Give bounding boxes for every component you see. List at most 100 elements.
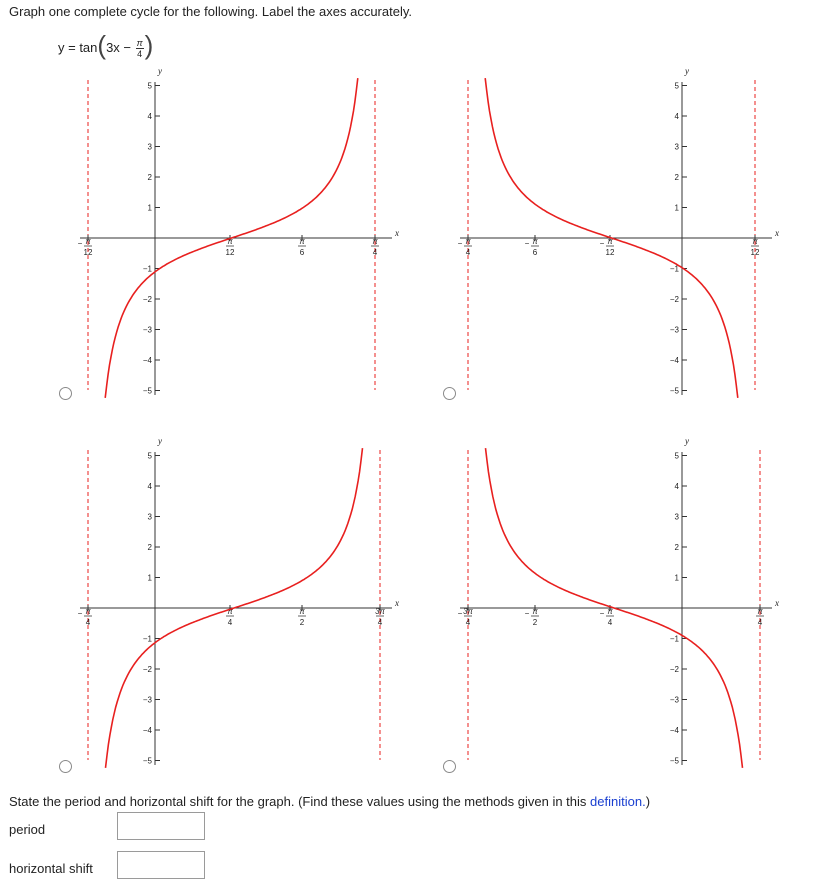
y-axis-label: y <box>157 66 162 76</box>
y-axis-label: y <box>157 436 162 446</box>
svg-text:4: 4 <box>228 618 233 627</box>
y-tick-label: −4 <box>143 356 153 365</box>
y-tick-label: −2 <box>143 295 153 304</box>
svg-text:π: π <box>85 607 91 616</box>
svg-text:−: − <box>600 609 605 618</box>
period-input[interactable] <box>117 812 205 840</box>
x-tick-label: − π 6 <box>525 237 539 257</box>
y-tick-label: −2 <box>670 295 680 304</box>
horizontal-shift-input[interactable] <box>117 851 205 879</box>
period-label: period <box>9 822 46 837</box>
y-tick-label: −2 <box>670 665 680 674</box>
svg-text:−: − <box>458 609 463 618</box>
horizontal-shift-label: horizontal shift <box>9 861 93 876</box>
y-tick-label: 1 <box>675 204 680 213</box>
svg-text:3π: 3π <box>463 607 473 616</box>
svg-text:2: 2 <box>300 618 305 627</box>
x-tick-label: π4 <box>226 607 234 627</box>
y-axis-label: y <box>684 436 689 446</box>
y-tick-label: −5 <box>670 757 680 766</box>
svg-text:−: − <box>525 239 530 248</box>
radio-option-b[interactable] <box>443 387 456 400</box>
x-tick-label: − π 4 <box>600 607 614 627</box>
equation-inner: 3x − <box>106 40 131 55</box>
y-tick-label: −4 <box>670 356 680 365</box>
x-axis-label: x <box>774 228 779 238</box>
y-tick-label: −4 <box>143 726 153 735</box>
x-tick-label: 3π4 <box>375 607 385 627</box>
svg-text:π: π <box>607 237 613 246</box>
y-tick-label: 2 <box>675 173 680 182</box>
svg-text:−: − <box>458 239 463 248</box>
svg-text:π: π <box>532 607 538 616</box>
svg-text:6: 6 <box>533 248 538 257</box>
tangent-curve <box>484 78 739 398</box>
svg-text:π: π <box>372 237 378 246</box>
svg-text:π: π <box>227 607 233 616</box>
y-tick-label: −3 <box>670 326 680 335</box>
svg-text:−: − <box>600 239 605 248</box>
svg-text:12: 12 <box>226 248 235 257</box>
svg-text:π: π <box>85 237 91 246</box>
x-tick-label: − π 12 <box>600 237 615 257</box>
svg-text:−: − <box>78 609 83 618</box>
tangent-curve <box>104 448 364 768</box>
graph-option-a: x y 5 4 3 2 1 −1 −2 −3 −4 −5− π 12 π 12 π 6 π 4 <box>70 60 400 405</box>
tangent-curve <box>484 448 744 768</box>
svg-text:6: 6 <box>300 248 305 257</box>
equation-fraction: π 4 <box>135 38 144 59</box>
y-tick-label: 5 <box>675 82 680 91</box>
y-tick-label: 5 <box>148 452 153 461</box>
radio-option-c[interactable] <box>59 760 72 773</box>
y-tick-label: −5 <box>143 387 153 396</box>
definition-link[interactable]: definition. <box>590 794 646 809</box>
y-tick-label: 4 <box>675 482 680 491</box>
graph-option-c: x y 5 4 3 2 1 −1 −2 −3 −4 −5− π 4 π 4 π 2 3π 4 <box>70 430 400 775</box>
y-tick-label: −4 <box>670 726 680 735</box>
svg-text:π: π <box>607 607 613 616</box>
y-tick-label: 4 <box>148 482 153 491</box>
equation: y = tan(3x − π 4 ) <box>58 28 153 60</box>
y-tick-label: 3 <box>675 143 680 152</box>
y-tick-label: −3 <box>670 696 680 705</box>
fraction-numerator: π <box>135 38 144 50</box>
radio-option-d[interactable] <box>443 760 456 773</box>
x-tick-label: −3π 4 <box>458 607 474 627</box>
y-tick-label: −5 <box>143 757 153 766</box>
radio-option-a[interactable] <box>59 387 72 400</box>
svg-text:π: π <box>465 237 471 246</box>
svg-text:π: π <box>757 607 763 616</box>
y-tick-label: 4 <box>148 112 153 121</box>
y-tick-label: 2 <box>148 543 153 552</box>
svg-text:4: 4 <box>373 248 378 257</box>
y-tick-label: −1 <box>143 635 153 644</box>
y-tick-label: 3 <box>675 513 680 522</box>
question-close: ) <box>645 794 651 809</box>
svg-text:π: π <box>227 237 233 246</box>
svg-text:4: 4 <box>466 618 471 627</box>
x-tick-label: − π 4 <box>458 237 472 257</box>
x-tick-label: π 12 <box>751 237 760 257</box>
svg-text:4: 4 <box>758 618 763 627</box>
y-tick-label: 2 <box>148 173 153 182</box>
svg-text:4: 4 <box>608 618 613 627</box>
question-text: State the period and horizontal shift fo… <box>9 794 650 809</box>
svg-text:π: π <box>532 237 538 246</box>
svg-text:4: 4 <box>86 618 91 627</box>
question-body: State the period and horizontal shift fo… <box>9 794 587 809</box>
svg-text:π: π <box>299 237 305 246</box>
y-tick-label: 3 <box>148 143 153 152</box>
x-axis-label: x <box>394 228 399 238</box>
svg-text:3π: 3π <box>375 607 385 616</box>
y-tick-label: 5 <box>675 452 680 461</box>
svg-text:2: 2 <box>533 618 538 627</box>
svg-text:π: π <box>752 237 758 246</box>
x-tick-label: π 12 <box>226 237 235 257</box>
y-tick-label: −1 <box>143 265 153 274</box>
x-tick-label: − π 4 <box>78 607 92 627</box>
y-tick-label: 3 <box>148 513 153 522</box>
